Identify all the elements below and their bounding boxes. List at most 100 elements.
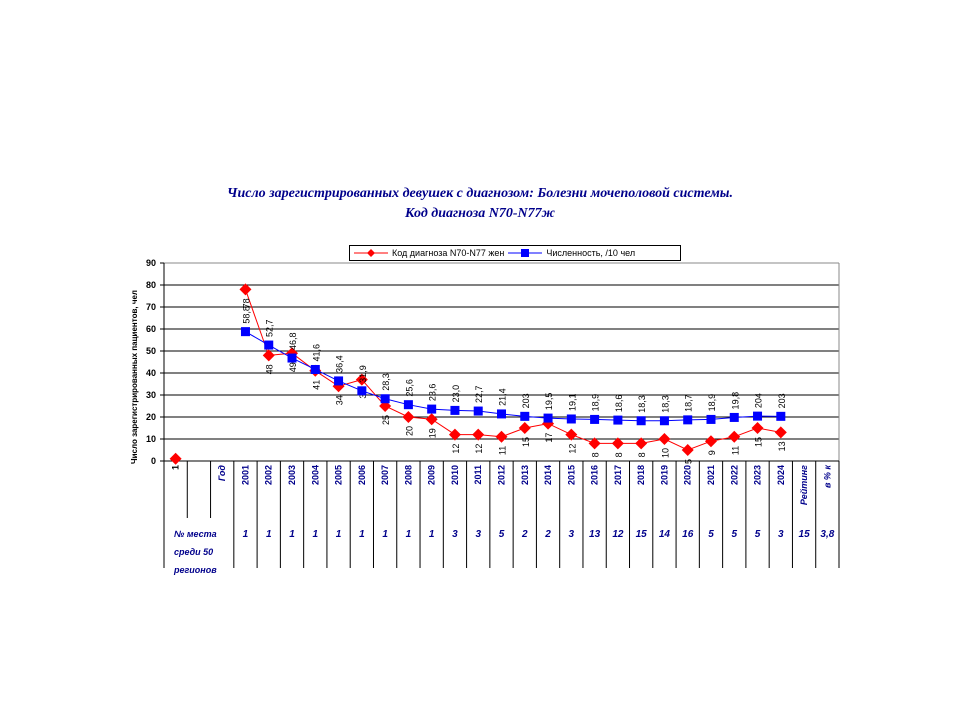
red-data-label: 12	[567, 444, 577, 454]
rank-value: 5	[708, 529, 714, 540]
rank-value: 1	[382, 529, 388, 540]
blue-data-label: 41,6	[311, 344, 321, 362]
red-data-point	[704, 435, 717, 448]
legend: Код диагноза N70-N77 жен Численность, /1…	[349, 245, 681, 261]
blue-data-point	[636, 416, 646, 426]
blue-data-point	[473, 406, 483, 416]
red-data-label: 25	[381, 415, 391, 425]
blue-data-point	[659, 416, 669, 426]
legend-red-marker-icon	[354, 249, 388, 257]
red-data-point	[239, 283, 252, 296]
y-tick-label: 20	[146, 412, 156, 422]
series-line-1	[244, 289, 781, 451]
red-data-label: 19	[428, 428, 438, 438]
red-data-point	[355, 373, 368, 386]
y-tick-label: 50	[146, 346, 156, 356]
blue-data-point	[590, 414, 600, 424]
x-category-label: 2006	[357, 465, 367, 485]
x-category-label: 2008	[403, 465, 413, 485]
rank-value: 3	[475, 529, 481, 540]
x-category-label: Год	[217, 465, 227, 482]
y-tick-label: 90	[146, 258, 156, 268]
red-data-point	[681, 444, 694, 456]
rank-value: 15	[636, 529, 648, 540]
x-category-label: 2014	[543, 465, 553, 485]
red-data-label: 17	[544, 433, 554, 443]
red-data-point	[472, 428, 485, 441]
rank-value: 3,8	[820, 529, 834, 540]
red-data-label: 15	[521, 437, 531, 447]
red-data-point	[402, 411, 415, 423]
blue-data-label: 19,5	[544, 393, 554, 411]
legend-series-1: Код диагноза N70-N77 жен	[392, 248, 505, 258]
red-data-point	[611, 437, 624, 450]
x-category-label: 2015	[566, 465, 576, 485]
red-data-label: 8	[591, 452, 601, 457]
rank-value: 3	[569, 529, 575, 540]
rank-value: 15	[799, 529, 811, 540]
red-data-label: 48	[265, 364, 275, 374]
blue-data-label: 52,7	[265, 320, 275, 338]
red-data-label: 13	[777, 441, 787, 451]
rank-value: 13	[589, 529, 601, 540]
red-data-label: 11	[730, 446, 740, 455]
rank-value: 1	[266, 529, 272, 540]
blue-data-point	[543, 413, 553, 423]
x-category-label: 2010	[450, 465, 460, 485]
rank-value: 2	[521, 529, 528, 540]
blue-data-point	[776, 411, 786, 421]
red-data-label: 11	[498, 446, 508, 455]
blue-data-point	[753, 411, 763, 421]
x-category-label: 2020	[683, 465, 693, 485]
y-tick-label: 30	[146, 390, 156, 400]
blue-data-label: 18,9	[591, 394, 601, 412]
blue-data-label: 203	[521, 393, 531, 408]
red-data-point	[588, 437, 601, 450]
y-tick-label: 70	[146, 302, 156, 312]
rank-value: 1	[289, 529, 295, 540]
red-data-point	[658, 433, 671, 445]
blue-data-label: 18,7	[684, 394, 694, 412]
rank-value: 5	[499, 529, 505, 540]
red-data-point	[495, 430, 508, 443]
x-category-label: 2002	[264, 465, 274, 485]
chart-title: Число зарегистрированных девушек с диагн…	[226, 186, 734, 201]
rank-value: 1	[406, 529, 412, 540]
blue-data-label: 58,8	[241, 306, 251, 324]
blue-data-label: 23,0	[451, 385, 461, 403]
red-data-point	[565, 428, 578, 441]
x-category-label: 2004	[310, 465, 320, 485]
rank-row-label: среди 50	[174, 547, 213, 557]
blue-data-point	[334, 376, 344, 386]
blue-data-label: 19,8	[730, 392, 740, 410]
y-tick-label: 60	[146, 324, 156, 334]
red-data-label: 20	[404, 426, 414, 436]
rank-value: 1	[359, 529, 365, 540]
rank-row-label: № места	[174, 529, 217, 539]
red-data-point	[635, 437, 648, 450]
red-data-point	[518, 422, 531, 434]
red-data-label: 8	[614, 452, 624, 457]
rank-value: 12	[612, 529, 624, 540]
blue-data-label: 203	[777, 393, 787, 408]
x-category-label: 2005	[334, 465, 344, 485]
blue-data-point	[380, 394, 390, 404]
legend-series-2: Численность, /10 чел	[546, 248, 636, 258]
blue-data-label: 23,6	[428, 384, 438, 402]
blue-data-point	[613, 415, 623, 425]
blue-data-label: 18,3	[637, 395, 647, 413]
x-category-label: 2003	[287, 465, 297, 485]
blue-data-label: 19,1	[567, 393, 577, 411]
x-category-label: 2016	[590, 465, 600, 485]
blue-data-point	[310, 364, 320, 374]
blue-data-label: 18,6	[614, 395, 624, 413]
blue-data-label: 18,9	[707, 394, 717, 412]
rank-value: 5	[755, 529, 761, 540]
blue-data-point	[427, 404, 437, 414]
x-category-label: 2021	[706, 465, 716, 485]
blue-data-label: 46,8	[288, 333, 298, 351]
red-data-point	[751, 422, 764, 434]
rank-value: 14	[659, 529, 671, 540]
blue-data-point	[683, 415, 693, 425]
